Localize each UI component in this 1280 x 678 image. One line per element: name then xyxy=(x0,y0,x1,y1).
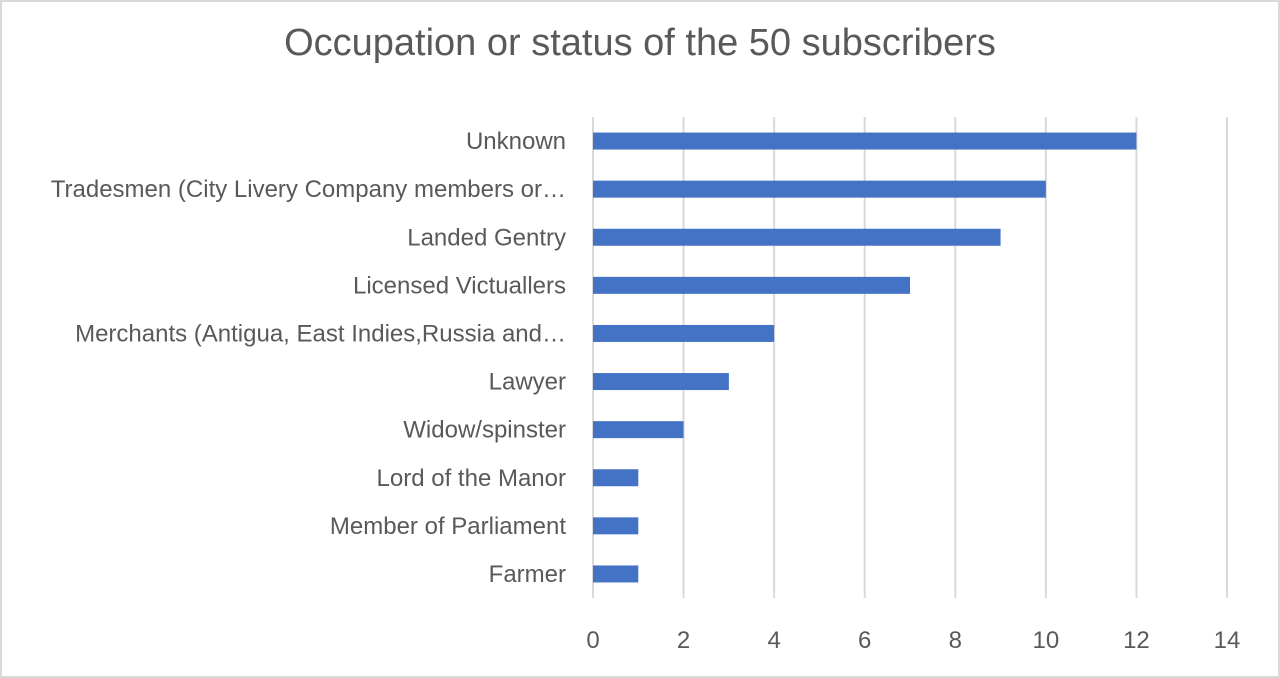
category-label: Merchants (Antigua, East Indies,Russia a… xyxy=(75,320,566,347)
bar xyxy=(593,469,639,487)
x-tick-label: 0 xyxy=(586,627,599,654)
x-tick-label: 2 xyxy=(677,627,690,654)
category-label: Licensed Victuallers xyxy=(353,272,566,299)
x-tick-label: 14 xyxy=(1214,627,1241,654)
bar xyxy=(593,517,639,535)
bar xyxy=(593,373,729,391)
category-labels: Unknown Tradesmen (City Livery Company me… xyxy=(51,128,567,588)
chart-title: Occupation or status of the 50 subscribe… xyxy=(284,22,996,64)
bar xyxy=(593,276,910,294)
bar xyxy=(593,421,684,439)
category-label: Landed Gentry xyxy=(407,224,566,251)
x-tick-label: 8 xyxy=(949,627,962,654)
category-label: Lawyer xyxy=(489,369,566,396)
x-axis-tick-labels: 0 2 4 6 8 10 12 14 xyxy=(586,627,1240,654)
category-label: Member of Parliament xyxy=(330,513,566,540)
bar xyxy=(593,228,1001,246)
x-tick-label: 10 xyxy=(1033,627,1060,654)
category-label: Widow/spinster xyxy=(403,417,566,444)
category-label: Unknown xyxy=(466,128,566,155)
bars xyxy=(593,132,1137,583)
bar xyxy=(593,565,639,583)
category-label: Tradesmen (City Livery Company members o… xyxy=(51,176,566,203)
category-label: Lord of the Manor xyxy=(377,465,566,492)
x-tick-label: 4 xyxy=(767,627,780,654)
bar xyxy=(593,132,1137,150)
bar xyxy=(593,324,775,342)
bar xyxy=(593,180,1046,198)
x-tick-label: 6 xyxy=(858,627,871,654)
x-tick-label: 12 xyxy=(1123,627,1150,654)
category-label: Farmer xyxy=(489,561,566,588)
